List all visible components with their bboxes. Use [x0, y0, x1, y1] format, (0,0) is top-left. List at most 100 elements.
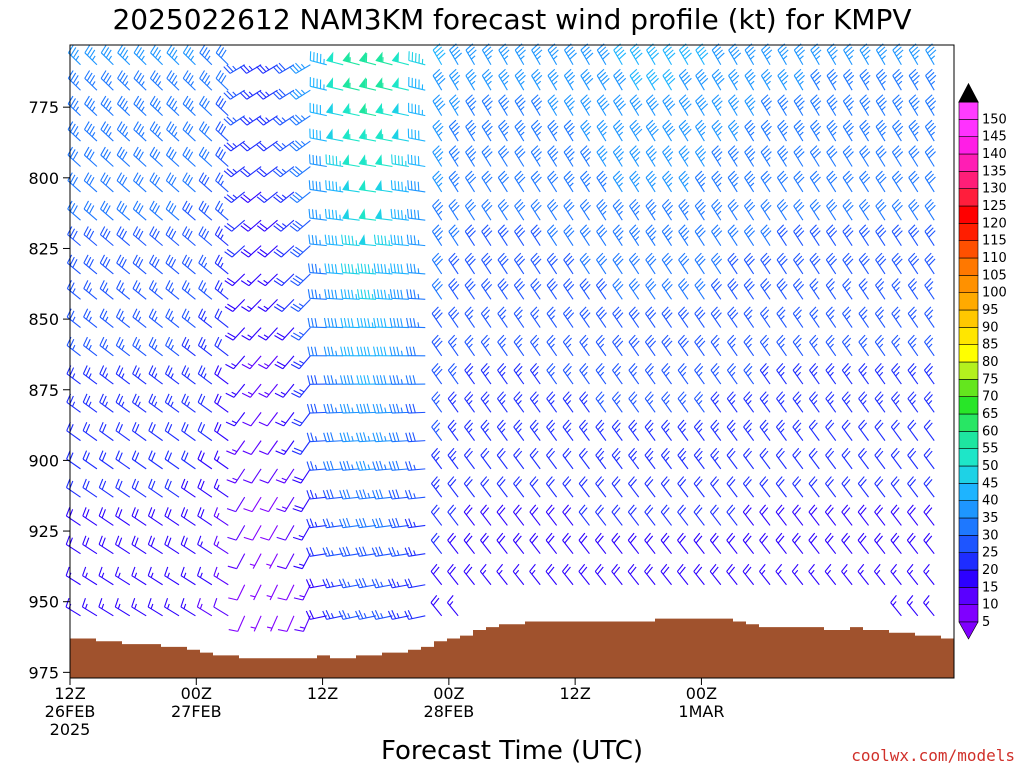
barb-staff [709, 571, 722, 586]
barb-half [265, 91, 270, 96]
barb-full [327, 263, 331, 273]
wind-barb [322, 518, 344, 529]
barb-half [437, 236, 443, 241]
barb-full [468, 230, 476, 238]
barb-full [200, 424, 206, 433]
barb-full [811, 201, 819, 210]
barb-staff [234, 412, 246, 427]
barb-full [397, 263, 400, 274]
barb-full [149, 95, 156, 105]
barb-full [433, 507, 440, 516]
barb-full [373, 234, 377, 244]
wind-barb [678, 43, 692, 66]
barb-full [515, 281, 524, 289]
barb-staff [285, 525, 295, 541]
barb-staff [359, 584, 377, 589]
barb-full [391, 518, 397, 528]
barb-full [65, 566, 70, 576]
barb-full [597, 365, 605, 374]
barb-full [776, 224, 785, 232]
barb-full [480, 532, 487, 541]
wind-barb [404, 489, 426, 500]
barb-half [534, 343, 539, 349]
barb-staff [530, 177, 541, 193]
barb-full [88, 259, 94, 268]
wind-barb [407, 128, 426, 142]
wind-barb [214, 336, 229, 357]
wind-barb [292, 496, 311, 513]
wind-barb [858, 278, 870, 300]
barb-full [483, 97, 492, 105]
barb-full [694, 363, 702, 371]
barb-full [84, 95, 90, 105]
barb-full [516, 173, 524, 181]
barb-full [516, 46, 525, 54]
barb-full [184, 395, 189, 405]
barb-staff [284, 496, 295, 512]
wind-barb [98, 598, 114, 617]
barb-full [72, 230, 78, 240]
wind-barb [182, 226, 196, 247]
barb-full [319, 181, 321, 192]
barb-staff [842, 126, 853, 142]
barb-full [378, 517, 384, 527]
wind-barb [150, 44, 163, 66]
barb-staff [295, 115, 311, 126]
barb-full [797, 204, 805, 213]
barb-half [782, 106, 788, 111]
barb-full [567, 283, 575, 292]
barb-full [581, 309, 589, 317]
barb-full [122, 100, 128, 110]
barb-full [217, 367, 222, 377]
barb-full [598, 201, 606, 210]
barb-full [85, 367, 91, 377]
wind-barb [627, 532, 640, 554]
barb-full [70, 98, 76, 107]
wind-barb [98, 566, 114, 586]
barb-full [167, 367, 173, 377]
barb-full [694, 391, 701, 399]
barb-half [648, 456, 653, 462]
barb-full [809, 252, 817, 261]
barb-full [827, 450, 835, 459]
barb-staff [391, 272, 409, 275]
barb-staff [262, 89, 278, 100]
barb-full [151, 282, 157, 292]
wind-barb [759, 363, 771, 385]
barb-full [597, 507, 604, 516]
barb-half [848, 80, 853, 86]
barb-staff [579, 284, 590, 300]
barb-full [390, 180, 393, 190]
barb-staff [530, 205, 541, 221]
wind-barb [214, 200, 229, 221]
barb-staff [646, 49, 656, 66]
barb-staff [776, 259, 787, 275]
barb-full [682, 230, 690, 238]
barb-staff [858, 284, 870, 300]
barb-full [498, 68, 506, 76]
barb-staff [286, 615, 295, 632]
barb-half [347, 613, 351, 619]
barb-full [389, 375, 393, 385]
barb-full [165, 336, 171, 346]
barb-full [764, 258, 772, 266]
barb-full [781, 49, 789, 57]
barb-full [408, 489, 413, 499]
barb-full [276, 277, 285, 284]
barb-staff [408, 59, 426, 66]
barb-half [121, 288, 125, 294]
barb-staff [792, 341, 804, 357]
barb-full [82, 393, 88, 403]
barb-full [583, 125, 592, 133]
wind-barb [629, 170, 641, 193]
barb-staff [858, 369, 869, 385]
barb-staff [858, 313, 870, 328]
wind-barb [760, 119, 772, 142]
barb-full [164, 393, 170, 403]
barb-full [825, 363, 833, 371]
wind-barb [613, 94, 627, 116]
barb-full [307, 317, 311, 328]
barb-full [826, 94, 835, 102]
barb-full [841, 447, 849, 456]
barb-half [815, 131, 821, 136]
